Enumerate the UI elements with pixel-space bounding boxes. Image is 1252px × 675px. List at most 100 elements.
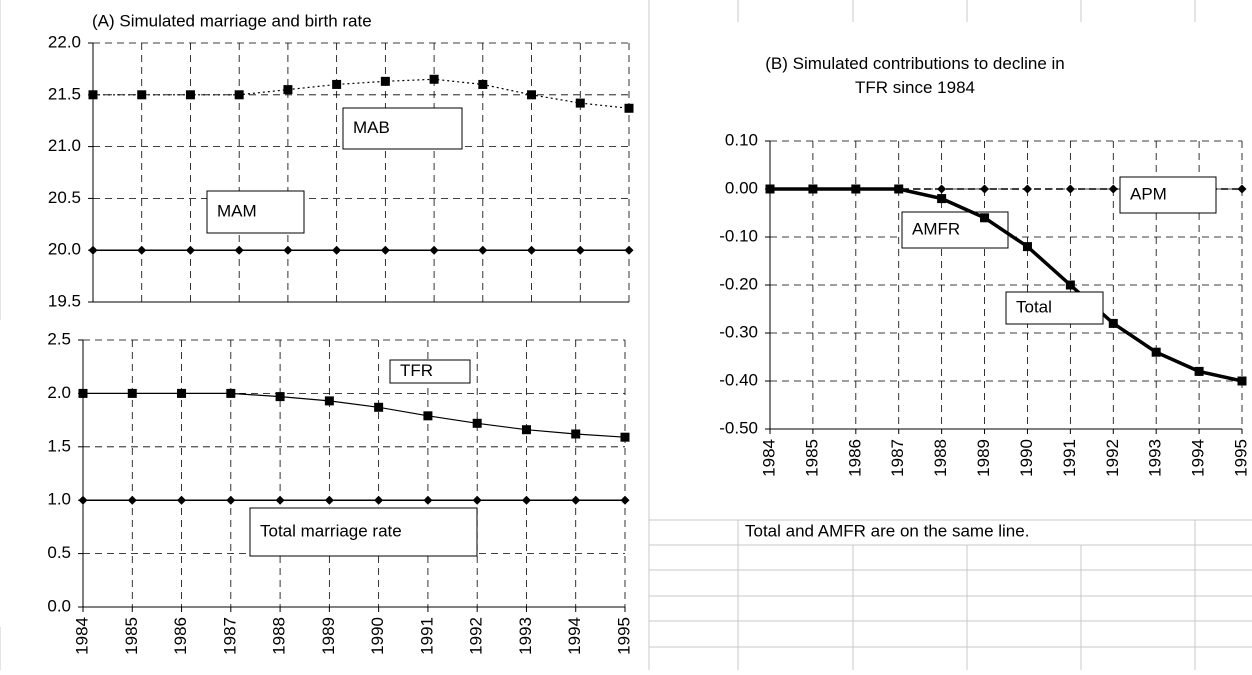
chart: -0.50 -0.40 -0.30 -0.20 -0.10 0.00 0.10 1984 198… xyxy=(685,54,1252,477)
series-label: TFR xyxy=(400,361,433,380)
marker xyxy=(88,90,98,100)
marker xyxy=(1108,318,1118,328)
x-tick-label: 1987 xyxy=(888,439,907,477)
x-tick-label: 1985 xyxy=(122,617,141,655)
marker xyxy=(1237,376,1247,386)
y-tick-label: 0.0 xyxy=(47,596,71,615)
series-label: MAM xyxy=(217,201,257,220)
y-tick-label: 21.0 xyxy=(48,136,81,155)
marker xyxy=(1022,242,1032,252)
marker xyxy=(765,184,775,194)
marker xyxy=(226,388,236,398)
marker xyxy=(429,74,439,84)
marker xyxy=(624,103,634,113)
marker xyxy=(1108,184,1118,194)
marker xyxy=(380,76,390,86)
marker xyxy=(283,85,293,95)
marker xyxy=(1194,366,1204,376)
chart-title: (B) Simulated contributions to decline i… xyxy=(765,54,1065,97)
marker xyxy=(374,402,384,412)
x-tick-label: 1994 xyxy=(1189,439,1208,477)
x-tick-label: 1988 xyxy=(931,439,950,477)
series-label: AMFR xyxy=(912,219,960,238)
chart-title: (A) Simulated marriage and birth rate xyxy=(92,11,372,30)
chart: 19.5 20.0 20.5 21.0 21.5 22.0 MAB MAM (A) Simula… xyxy=(8,11,644,322)
marker xyxy=(1151,347,1161,357)
x-tick-label: 1984 xyxy=(72,617,91,655)
marker xyxy=(127,388,137,398)
x-tick-label: 1989 xyxy=(974,439,993,477)
marker xyxy=(1065,184,1075,194)
y-tick-label: -0.20 xyxy=(719,274,758,293)
series-label-box xyxy=(1005,291,1104,325)
y-tick-label: 21.5 xyxy=(48,84,81,103)
series-label-box xyxy=(206,190,305,234)
marker xyxy=(78,388,88,398)
y-tick-label: 1.5 xyxy=(47,436,71,455)
marker xyxy=(1237,184,1247,194)
series-label: MAB xyxy=(353,118,390,137)
y-tick-label: 2.0 xyxy=(47,383,71,402)
series-line xyxy=(83,392,626,438)
marker xyxy=(429,245,439,255)
marker xyxy=(332,245,342,255)
x-tick-label: 1992 xyxy=(467,617,486,655)
marker xyxy=(575,98,585,108)
marker xyxy=(937,184,947,194)
x-tick-label: 1995 xyxy=(1231,439,1250,477)
chart-area xyxy=(8,23,644,322)
x-tick-label: 1990 xyxy=(368,617,387,655)
x-tick-label: 1991 xyxy=(417,617,436,655)
marker xyxy=(620,432,630,442)
marker xyxy=(380,245,390,255)
x-tick-label: 1991 xyxy=(1060,439,1079,477)
marker xyxy=(527,245,537,255)
marker xyxy=(88,245,98,255)
marker xyxy=(177,388,187,398)
x-tick-label: 1985 xyxy=(802,439,821,477)
marker xyxy=(624,245,634,255)
y-tick-label: 2.5 xyxy=(47,329,71,348)
y-tick-label: 22.0 xyxy=(48,32,81,51)
marker xyxy=(472,495,482,505)
marker xyxy=(332,79,342,89)
marker xyxy=(423,411,433,421)
marker xyxy=(137,90,147,100)
marker xyxy=(324,495,334,505)
marker xyxy=(937,194,947,204)
marker xyxy=(808,184,818,194)
marker xyxy=(137,245,147,255)
chart-area xyxy=(0,320,640,627)
marker xyxy=(980,184,990,194)
marker xyxy=(527,90,537,100)
marker xyxy=(78,495,88,505)
marker xyxy=(324,396,334,406)
chart-title-box: (B) Simulated contributions to decline i… xyxy=(765,54,1065,97)
marker xyxy=(185,245,195,255)
series-label-box xyxy=(342,107,463,150)
marker xyxy=(1065,280,1075,290)
marker xyxy=(620,495,630,505)
x-tick-label: 1993 xyxy=(516,617,535,655)
series-label: Total xyxy=(1016,297,1052,316)
marker xyxy=(571,495,581,505)
y-tick-label: -0.40 xyxy=(719,370,758,389)
marker xyxy=(185,90,195,100)
marker xyxy=(478,245,488,255)
marker xyxy=(521,425,531,435)
y-tick-label: 20.5 xyxy=(48,188,81,207)
y-tick-label: 0.5 xyxy=(47,543,71,562)
x-tick-label: 1988 xyxy=(270,617,289,655)
x-tick-label: 1992 xyxy=(1103,439,1122,477)
x-tick-label: 1990 xyxy=(1017,439,1036,477)
marker xyxy=(234,245,244,255)
y-tick-label: 0.10 xyxy=(725,130,758,149)
chart: 0.0 0.5 1.0 1.5 2.0 2.5 1984 1985 1986 1987 1988 19… xyxy=(0,320,640,655)
x-tick-label: 1989 xyxy=(319,617,338,655)
x-tick-label: 1984 xyxy=(759,439,778,477)
x-tick-label: 1987 xyxy=(220,617,239,655)
marker xyxy=(472,418,482,428)
marker xyxy=(177,495,187,505)
note: Total and AMFR are on the same line. xyxy=(745,521,1029,540)
